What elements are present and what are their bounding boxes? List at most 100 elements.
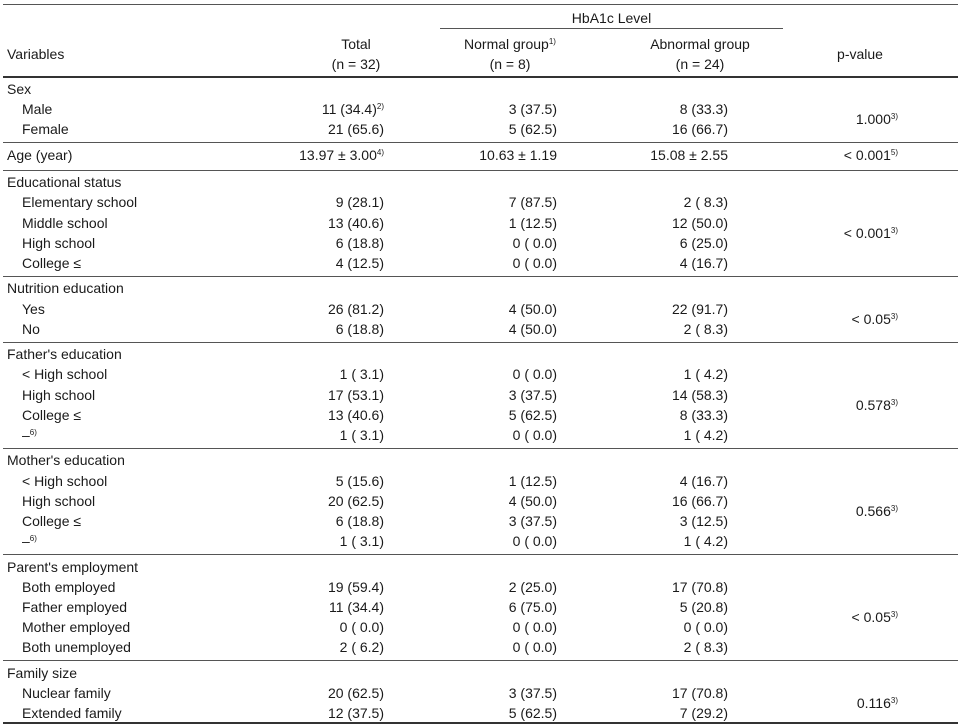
cell-total: 1 ( 3.1) (339, 533, 384, 550)
cell-total: 21 (65.6) (327, 121, 384, 138)
cell-abnormal: 3 (12.5) (679, 513, 728, 529)
row-label: Nuclear family (22, 685, 111, 701)
group-label: Father's education (7, 346, 122, 363)
cell-p-value: < 0.053) (851, 310, 898, 327)
cell-abnormal: 1 ( 4.2) (683, 366, 728, 383)
cell-p-value: < 0.053) (851, 609, 898, 626)
row-label: Both employed (22, 578, 116, 595)
cell-normal: 7 (87.5) (508, 194, 557, 211)
cell-total: 2 ( 6.2) (339, 639, 384, 656)
cell-p-value: < 0.0015) (843, 147, 898, 164)
cell-p-value: 1.0003) (855, 111, 898, 128)
cell-abnormal: 16 (66.7) (671, 492, 728, 509)
cell-normal: 4 (50.0) (508, 492, 557, 509)
cell-normal: 0 ( 0.0) (512, 255, 557, 271)
group-divider (3, 275, 958, 277)
cell-normal: 0 ( 0.0) (512, 639, 557, 656)
cell-abnormal: 14 (58.3) (671, 386, 728, 403)
cell-total: 20 (62.5) (327, 492, 384, 509)
group-label: Nutrition education (7, 280, 124, 297)
top-rule (3, 4, 958, 5)
cell-normal: 10.63 ± 1.19 (479, 147, 557, 164)
group-divider (3, 553, 958, 555)
group-divider (3, 142, 958, 144)
cell-total: 12 (37.5) (327, 705, 384, 722)
cell-abnormal: 8 (33.3) (679, 406, 728, 423)
normal-group-n: (n = 8) (489, 56, 531, 72)
cell-abnormal: 0 ( 0.0) (683, 619, 728, 636)
total-heading: Total (341, 36, 371, 52)
abnormal-group-n: (n = 24) (675, 56, 725, 72)
cell-abnormal: 17 (70.8) (671, 685, 728, 701)
hba1c-level-heading: HbA1c Level (571, 10, 652, 26)
group-divider (3, 447, 958, 449)
cell-normal: 5 (62.5) (508, 705, 557, 722)
cell-abnormal: 17 (70.8) (671, 578, 728, 595)
group-divider (3, 660, 958, 662)
total-n: (n = 32) (331, 56, 381, 72)
cell-abnormal: 5 (20.8) (679, 599, 728, 615)
row-label: < High school (22, 366, 108, 383)
row-label: College ≤ (22, 255, 82, 271)
cell-total: 11 (34.4) (329, 599, 384, 615)
row-label: < High school (22, 472, 108, 489)
cell-normal: 6 (75.0) (508, 599, 557, 615)
cell-normal: 2 (25.0) (508, 578, 557, 595)
cell-abnormal: 2 ( 8.3) (683, 320, 728, 337)
normal-group-heading: Normal group1) (464, 36, 556, 52)
cell-abnormal: 1 ( 4.2) (683, 427, 728, 443)
cell-normal: 0 ( 0.0) (512, 619, 557, 636)
group-divider (3, 341, 958, 343)
hba1c-rule (440, 28, 783, 29)
row-label: Female (22, 121, 69, 138)
cell-abnormal: 4 (16.7) (679, 472, 728, 489)
cell-total: 19 (59.4) (327, 578, 384, 595)
cell-total: 26 (81.2) (327, 300, 384, 317)
group-label: Family size (7, 664, 78, 681)
cell-p-value: 0.1163) (856, 695, 898, 712)
cell-total: 0 ( 0.0) (339, 619, 384, 636)
cell-normal: 4 (50.0) (508, 300, 557, 317)
cell-abnormal: 1 ( 4.2) (683, 533, 728, 550)
cell-abnormal: 4 (16.7) (679, 255, 728, 271)
cell-normal: 5 (62.5) (508, 121, 557, 138)
cell-normal: 5 (62.5) (508, 406, 557, 423)
cell-p-value: < 0.0013) (843, 224, 898, 241)
bottom-rule (3, 722, 958, 724)
cell-total: 13 (40.6) (327, 214, 384, 231)
abnormal-group-heading: Abnormal group (650, 36, 750, 52)
row-label: Elementary school (22, 194, 138, 211)
cell-total: 17 (53.1) (327, 386, 384, 403)
group-label: Mother's education (7, 452, 125, 469)
cell-total: 20 (62.5) (327, 685, 384, 701)
header-rule (3, 76, 958, 78)
p-value-heading: p-value (837, 46, 883, 62)
cell-normal: 1 (12.5) (508, 214, 557, 231)
cell-normal: 3 (37.5) (508, 685, 557, 701)
cell-abnormal: 6 (25.0) (679, 234, 728, 251)
cell-normal: 0 ( 0.0) (512, 427, 557, 443)
cell-normal: 3 (37.5) (508, 101, 557, 118)
cell-total: 4 (12.5) (335, 255, 384, 271)
variables-heading: Variables (7, 46, 65, 62)
cell-abnormal: 2 ( 8.3) (683, 639, 728, 656)
cell-abnormal: 8 (33.3) (679, 101, 728, 118)
cell-abnormal: 16 (66.7) (671, 121, 728, 138)
cell-normal: 0 ( 0.0) (512, 234, 557, 251)
cell-p-value: 0.5783) (855, 396, 898, 413)
cell-normal: 3 (37.5) (508, 386, 557, 403)
cell-total: 1 ( 3.1) (339, 427, 384, 443)
cell-normal: 3 (37.5) (508, 513, 557, 529)
cell-abnormal: 12 (50.0) (671, 214, 728, 231)
cell-total: 6 (18.8) (335, 320, 384, 337)
row-label: Mother employed (22, 619, 131, 636)
row-label: College ≤ (22, 406, 82, 423)
row-label: College ≤ (22, 513, 82, 529)
cell-normal: 4 (50.0) (508, 320, 557, 337)
row-label: High school (22, 234, 96, 251)
group-divider (3, 169, 958, 171)
cell-total: 9 (28.1) (335, 194, 384, 211)
row-label: Middle school (22, 214, 108, 231)
cell-abnormal: 15.08 ± 2.55 (650, 147, 728, 164)
